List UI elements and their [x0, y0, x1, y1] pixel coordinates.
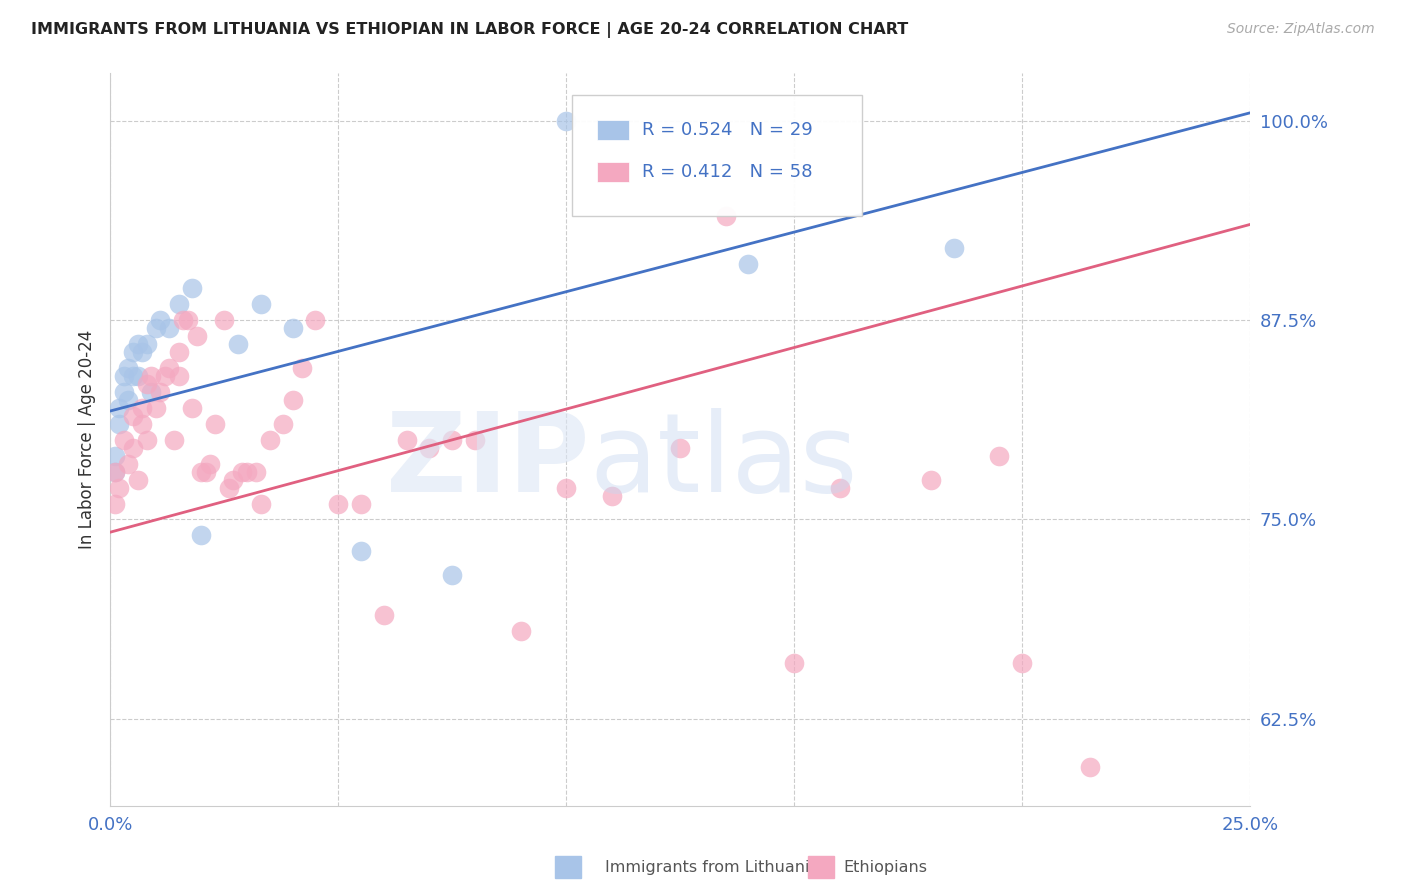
Point — [122, 409, 145, 423]
FancyBboxPatch shape — [598, 161, 628, 182]
Point — [167, 297, 190, 311]
Point — [249, 297, 271, 311]
Point — [135, 433, 157, 447]
Text: Immigrants from Lithuania: Immigrants from Lithuania — [605, 860, 818, 874]
Point — [122, 345, 145, 359]
Point — [464, 433, 486, 447]
Text: Source: ZipAtlas.com: Source: ZipAtlas.com — [1227, 22, 1375, 37]
Point — [159, 361, 181, 376]
Point — [194, 465, 217, 479]
Point — [186, 329, 208, 343]
Point — [176, 313, 198, 327]
Point — [988, 449, 1011, 463]
Point — [117, 457, 139, 471]
Point — [153, 368, 176, 383]
Point — [167, 345, 190, 359]
Point — [441, 433, 464, 447]
Point — [163, 433, 186, 447]
Point — [281, 392, 304, 407]
Point — [942, 241, 965, 255]
Point — [245, 465, 267, 479]
Point — [555, 481, 578, 495]
Point — [145, 401, 167, 415]
Point — [127, 337, 149, 351]
Point — [273, 417, 295, 431]
Point — [828, 481, 851, 495]
Point — [127, 368, 149, 383]
Point — [281, 321, 304, 335]
Text: Ethiopians: Ethiopians — [844, 860, 928, 874]
Text: R = 0.524   N = 29: R = 0.524 N = 29 — [643, 121, 813, 139]
Point — [127, 473, 149, 487]
Point — [190, 528, 212, 542]
Point — [172, 313, 194, 327]
Text: R = 0.412   N = 58: R = 0.412 N = 58 — [643, 163, 813, 181]
Text: IMMIGRANTS FROM LITHUANIA VS ETHIOPIAN IN LABOR FORCE | AGE 20-24 CORRELATION CH: IMMIGRANTS FROM LITHUANIA VS ETHIOPIAN I… — [31, 22, 908, 38]
Point — [218, 481, 240, 495]
Point — [181, 401, 204, 415]
FancyBboxPatch shape — [598, 120, 628, 140]
Point — [112, 384, 135, 399]
Point — [555, 113, 578, 128]
Point — [167, 368, 190, 383]
Point — [149, 313, 172, 327]
Point — [231, 465, 253, 479]
Point — [373, 608, 395, 623]
Point — [291, 361, 314, 376]
Point — [108, 401, 131, 415]
Point — [350, 496, 373, 510]
Point — [181, 281, 204, 295]
Point — [509, 624, 531, 638]
Point — [737, 257, 759, 271]
Point — [1011, 656, 1033, 670]
Point — [104, 449, 127, 463]
Point — [222, 473, 245, 487]
Point — [131, 345, 153, 359]
Point — [714, 210, 737, 224]
Point — [304, 313, 326, 327]
Point — [122, 441, 145, 455]
Y-axis label: In Labor Force | Age 20-24: In Labor Force | Age 20-24 — [79, 330, 96, 549]
Point — [326, 496, 349, 510]
Point — [112, 433, 135, 447]
Point — [395, 433, 418, 447]
Point — [600, 489, 623, 503]
Point — [108, 417, 131, 431]
Text: ZIP: ZIP — [385, 409, 589, 516]
Point — [1080, 759, 1102, 773]
Point — [135, 337, 157, 351]
Point — [112, 368, 135, 383]
Point — [159, 321, 181, 335]
Point — [783, 656, 806, 670]
Point — [108, 481, 131, 495]
Point — [131, 401, 153, 415]
Point — [145, 321, 167, 335]
Text: atlas: atlas — [589, 409, 858, 516]
Point — [141, 368, 163, 383]
Point — [135, 376, 157, 391]
Point — [117, 392, 139, 407]
Point — [149, 384, 172, 399]
Point — [117, 361, 139, 376]
Point — [104, 465, 127, 479]
Point — [418, 441, 440, 455]
FancyBboxPatch shape — [572, 95, 862, 216]
Point — [204, 417, 226, 431]
Point — [920, 473, 942, 487]
Point — [141, 384, 163, 399]
Point — [122, 368, 145, 383]
Point — [212, 313, 235, 327]
Point — [259, 433, 281, 447]
Point — [441, 568, 464, 582]
Point — [249, 496, 271, 510]
Point — [190, 465, 212, 479]
Point — [200, 457, 222, 471]
Point — [131, 417, 153, 431]
Point — [350, 544, 373, 558]
Point — [226, 337, 249, 351]
Point — [104, 496, 127, 510]
Point — [236, 465, 259, 479]
Point — [669, 441, 692, 455]
Point — [104, 465, 127, 479]
